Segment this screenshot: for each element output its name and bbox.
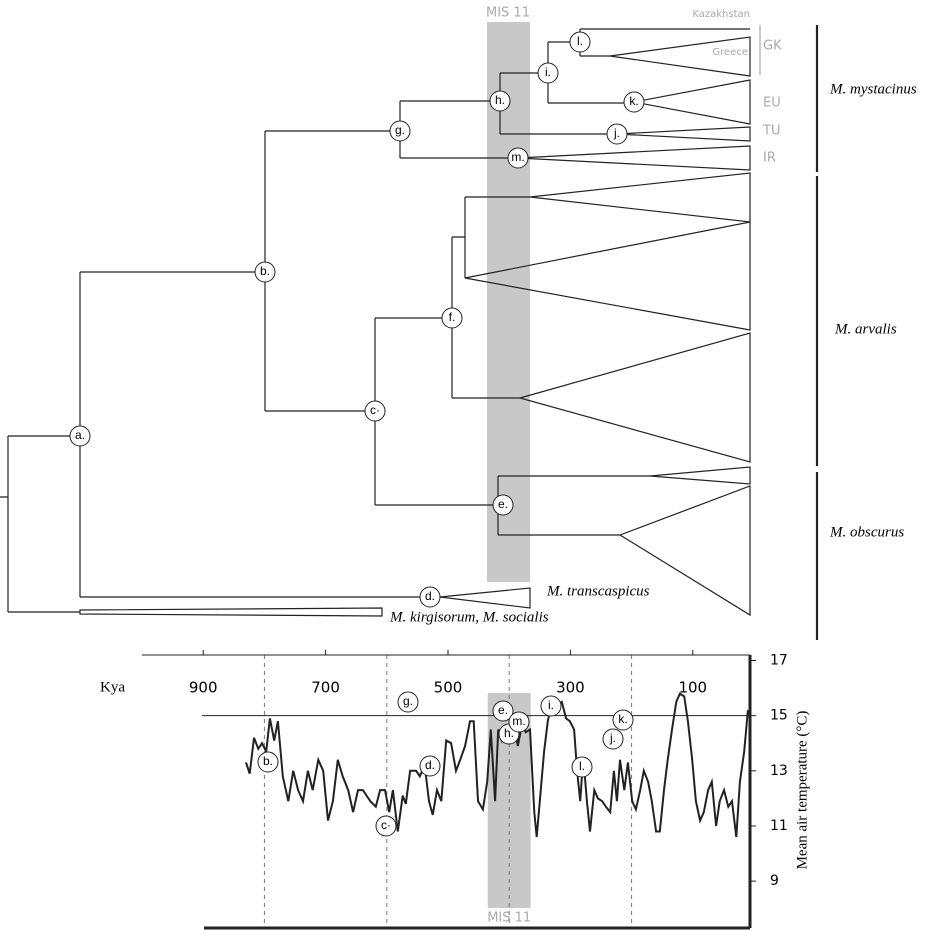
clade-label: M. mystacinus [829,81,917,97]
annotation-label: k. [618,712,627,726]
annotation: l. [571,756,593,778]
node-label: l. [577,34,583,48]
y-tick-label: 11 [770,818,788,834]
node-circle [492,494,514,516]
annotation-label: g. [403,694,413,708]
y-tick-label: 9 [770,873,779,889]
node-label: j. [613,126,620,140]
tip-label: Greece [712,47,748,58]
tip-label: EU [763,96,781,111]
temperature-chart: Kya Mean air temperature (°C) MIS 11 900 7… [100,650,810,930]
node-circle [507,147,529,169]
node-circle [606,123,628,145]
annotation-circle [602,728,624,750]
node-label: g. [395,123,405,137]
annotation: d. [419,755,441,777]
node-label: d. [425,589,435,603]
annotation-circle [508,711,530,733]
species-label: M. kirgisorum, M. socialis [389,609,549,625]
x-tick-label: 100 [678,679,707,697]
x-axis-label: Kya [100,679,125,695]
annotation-circle [492,700,514,722]
y-tick-label: 13 [770,763,788,779]
annotation-label: c· [381,818,391,832]
node-label: i. [545,65,551,79]
clade-label: M. obscurus [829,524,904,540]
branches [0,25,819,640]
annotation-label: d. [425,758,435,772]
band-label: MIS 11 [487,911,531,926]
annotation-label: l. [579,759,585,773]
mis-label: MIS 11 [486,6,530,21]
node-circle [623,91,645,113]
node-circle [489,90,511,112]
annotation-label: j. [609,731,616,745]
annotation-label: h. [504,726,514,740]
node-circle [569,31,591,53]
annotation-circle [397,691,419,713]
node-circle [389,120,411,142]
annotation-circle [375,815,397,837]
tree: MIS 11 a. b. c· d. e. f. g. h. i. j. k. … [0,6,917,640]
node-circle [419,586,441,608]
node-label: e. [498,497,508,511]
node-circle [364,400,386,422]
node-circle [537,62,559,84]
annotation-circle [257,751,279,773]
x-tick-label: 900 [189,679,218,697]
annotation-circle [540,695,562,717]
tip-label: TU [762,124,780,139]
annotation-label: e. [498,703,508,717]
node-label: h. [495,93,505,107]
annotation-label: m. [512,714,525,728]
y-tick-label: 15 [770,708,788,724]
x-tick-label: 500 [434,679,463,697]
y-tick-label: 17 [770,653,788,669]
node-label: b. [260,264,270,278]
tip-label: Kazakhstan [692,9,750,20]
x-tick-label: 300 [556,679,585,697]
mis-band [487,22,530,582]
node-circle [254,261,276,283]
x-tick-label: 700 [311,679,340,697]
annotation: c· [375,815,397,837]
annotation: m. [508,711,530,733]
node-circle [69,425,91,447]
annotation-circle [571,756,593,778]
annotation: g. [397,691,419,713]
annotation: b. [257,751,279,773]
node-label: k. [629,94,638,108]
node-label: m. [511,150,524,164]
annotation-label: i. [548,698,554,712]
annotation: e. [492,700,514,722]
clade-label: M. arvalis [834,321,897,337]
annotation: k. [612,709,634,731]
y-axis-label: Mean air temperature (°C) [794,711,810,870]
annotation-label: b. [263,754,273,768]
annotation-circle [419,755,441,777]
annotation-circle [612,709,634,731]
annotation: j. [602,728,624,750]
node-label: a. [75,428,85,442]
annotation: i. [540,695,562,717]
tip-label: GK [763,39,782,54]
species-label: M. transcaspicus [546,583,650,599]
node-circle [441,307,463,329]
tip-label: IR [763,151,776,166]
tree-nodes: a. b. c· d. e. f. g. h. i. j. k. l. m. [69,31,645,608]
node-label: f. [449,310,456,324]
node-label: c· [370,403,380,417]
